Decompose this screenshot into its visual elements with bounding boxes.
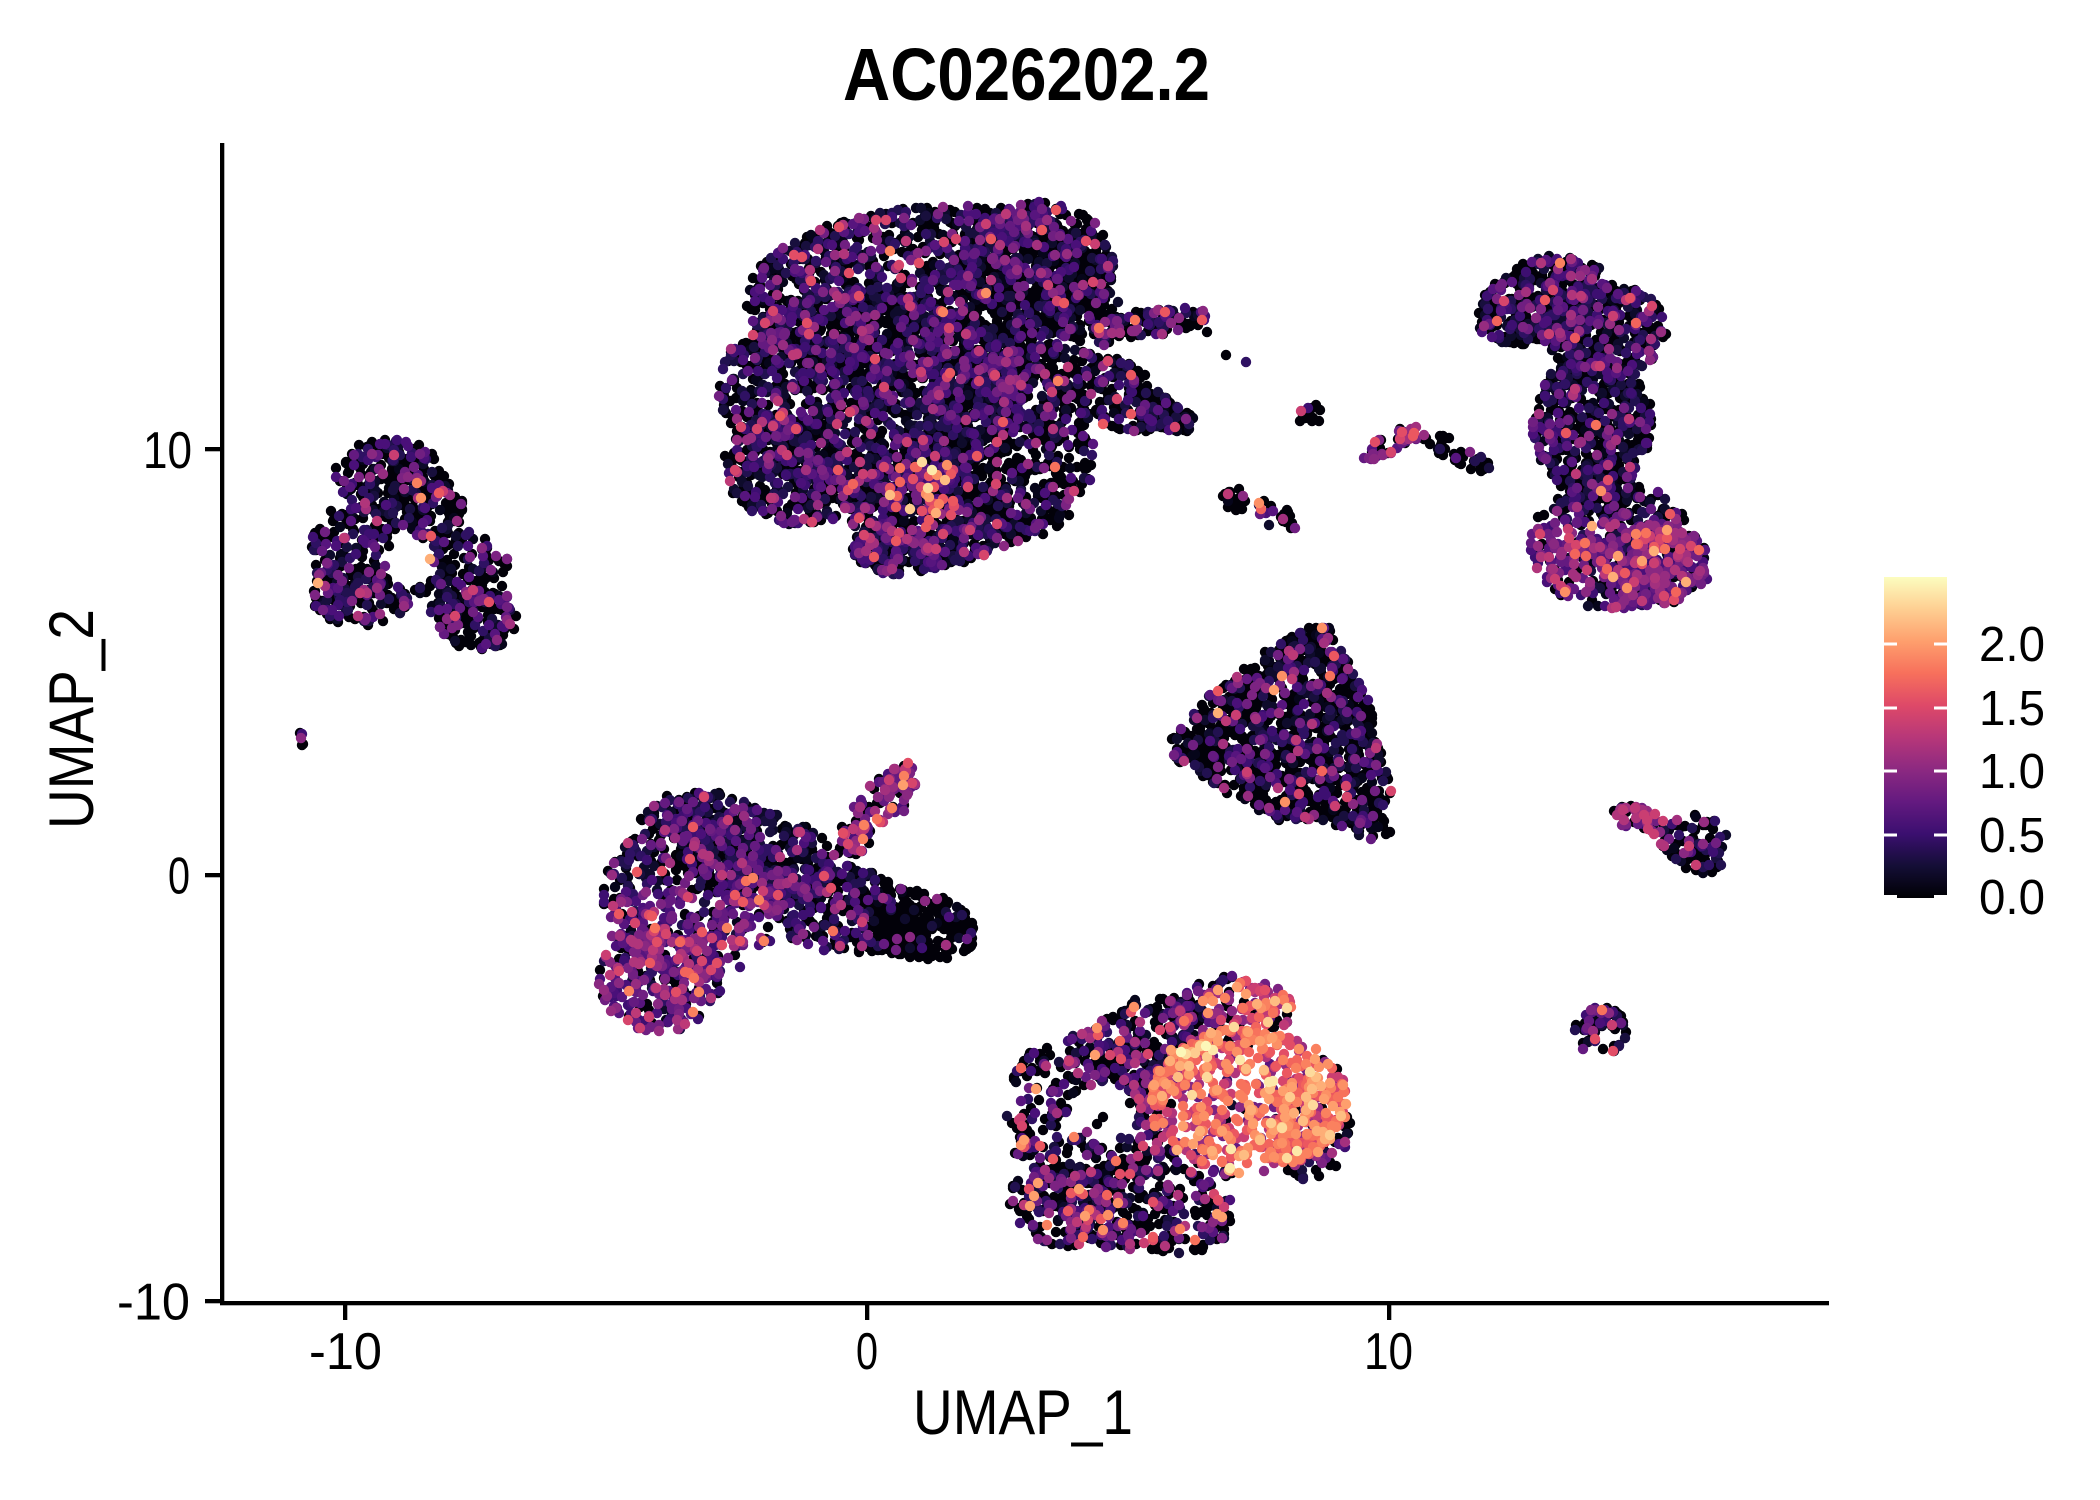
svg-text:0.5: 0.5 bbox=[1979, 809, 2045, 863]
svg-text:-10: -10 bbox=[117, 1274, 190, 1332]
svg-text:10: 10 bbox=[143, 422, 192, 480]
svg-text:-10: -10 bbox=[309, 1323, 382, 1381]
svg-text:1.5: 1.5 bbox=[1979, 682, 2045, 736]
svg-text:UMAP_1: UMAP_1 bbox=[913, 1378, 1133, 1448]
svg-text:10: 10 bbox=[1364, 1323, 1413, 1381]
svg-text:0: 0 bbox=[168, 848, 190, 906]
svg-text:2.0: 2.0 bbox=[1979, 618, 2045, 672]
svg-text:AC026202.2: AC026202.2 bbox=[843, 33, 1210, 116]
svg-text:0: 0 bbox=[856, 1323, 878, 1381]
svg-text:1.0: 1.0 bbox=[1979, 745, 2045, 799]
svg-text:0.0: 0.0 bbox=[1979, 871, 2045, 925]
svg-text:UMAP_2: UMAP_2 bbox=[37, 609, 107, 829]
